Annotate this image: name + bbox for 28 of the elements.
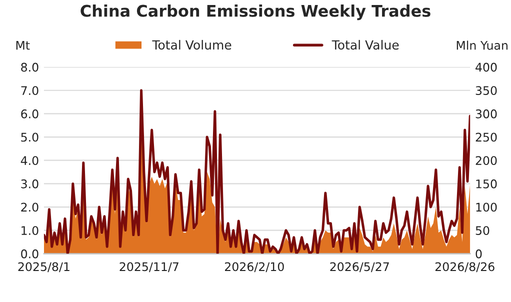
legend-label: Total Volume [152,40,232,50]
y2-axis-title: Mln Yuan [456,40,508,50]
chart-title: China Carbon Emissions Weekly Trades [80,4,430,20]
x-tick-label: 2026/5/27 [330,262,389,272]
y2-tick-label: 200 [476,156,497,166]
y-tick-label: 5.0 [21,132,38,142]
y-axis-title: Mt [16,41,30,50]
y2-tick-label: 350 [476,86,497,96]
y2-tick-label: 0 [476,249,482,258]
y2-tick-label: 150 [476,179,497,188]
y2-tick-label: 300 [476,109,497,118]
y-tick-label: 7.0 [21,86,38,96]
legend-label: Total Value [332,40,399,50]
y2-tick-label: 250 [476,132,497,142]
y2-tick-label: 50 [476,226,490,236]
y2-tick-label: 100 [476,202,497,212]
x-tick-label: 2025/8/1 [18,262,70,272]
y-tick-label: 2.0 [21,202,38,212]
y-tick-label: 4.0 [20,156,38,166]
y-tick-label: 8.0 [21,62,38,72]
y-tick-label: 1.0 [22,226,38,236]
y2-tick-label: 400 [476,62,497,72]
y-tick-label: 0.0 [21,249,38,258]
x-tick-label: 2026/2/10 [225,262,284,272]
y-tick-label: 3.0 [21,179,38,188]
x-tick-label: 2026/8/26 [435,262,494,272]
y-tick-label: 6.0 [21,109,38,118]
x-tick-label: 2025/11/7 [120,262,178,272]
